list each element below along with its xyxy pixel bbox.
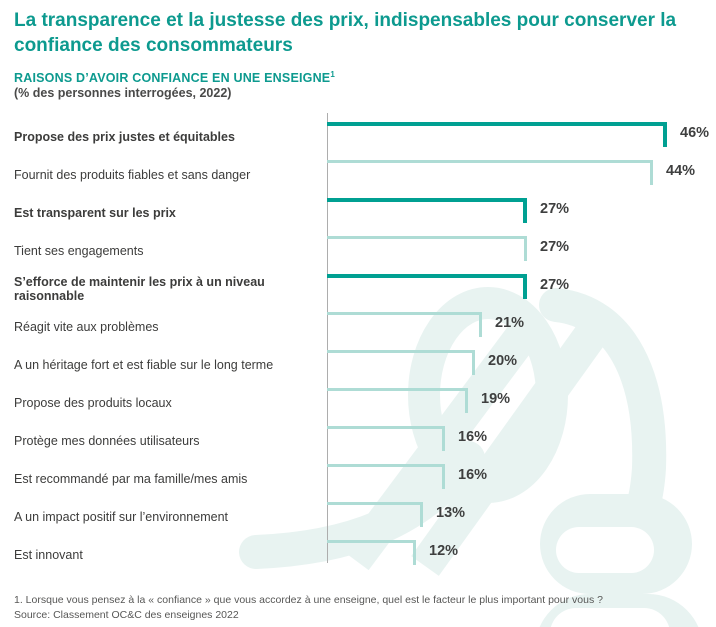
bar-value: 13% xyxy=(436,505,466,521)
bar-value: 21% xyxy=(495,315,525,331)
bar xyxy=(327,426,445,451)
bar-label: Est transparent sur les prix xyxy=(14,206,176,220)
bar-value: 19% xyxy=(481,391,511,407)
bar-value: 20% xyxy=(488,353,518,369)
y-axis xyxy=(327,113,328,563)
footnote: 1. Lorsque vous pensez à la « confiance … xyxy=(14,594,603,606)
bar-label: Propose des produits locaux xyxy=(14,396,172,410)
bar-value: 16% xyxy=(458,467,488,483)
bar xyxy=(327,464,445,489)
bar-value: 12% xyxy=(429,543,459,559)
bar xyxy=(327,350,475,375)
bar-value: 44% xyxy=(666,163,696,179)
bar xyxy=(327,122,667,147)
bar-label: Propose des prix justes et équitables xyxy=(14,130,235,144)
bar xyxy=(327,388,468,413)
bar-label: S’efforce de maintenir les prix à un niv… xyxy=(14,275,265,303)
bar xyxy=(327,540,416,565)
footnote-marker: 1 xyxy=(330,70,335,79)
bar-value: 27% xyxy=(540,239,570,255)
bar-value: 27% xyxy=(540,277,570,293)
bar xyxy=(327,274,527,299)
bar-label: Est recommandé par ma famille/mes amis xyxy=(14,472,248,486)
bar-label: A un héritage fort et est fiable sur le … xyxy=(14,358,274,372)
bar xyxy=(327,160,653,185)
source-line: Source: Classement OC&C des enseignes 20… xyxy=(14,609,239,621)
chart-heading: RAISONS D’AVOIR CONFIANCE EN UNE ENSEIGN… xyxy=(14,70,614,85)
bar xyxy=(327,312,482,337)
bar-label: Est innovant xyxy=(14,548,83,562)
bar xyxy=(327,198,527,223)
chart-subheading: (% des personnes interrogées, 2022) xyxy=(14,86,232,100)
bar-label: A un impact positif sur l’environnement xyxy=(14,510,228,524)
bar-value: 16% xyxy=(458,429,488,445)
bar-label: Protège mes données utilisateurs xyxy=(14,434,200,448)
bar-label: Réagit vite aux problèmes xyxy=(14,320,159,334)
bar-label: Fournit des produits fiables et sans dan… xyxy=(14,168,251,182)
chart-heading-text: RAISONS D’AVOIR CONFIANCE EN UNE ENSEIGN… xyxy=(14,71,331,86)
bar-label: Tient ses engagements xyxy=(14,244,144,258)
bar xyxy=(327,502,423,527)
page-title: La transparence et la justesse des prix,… xyxy=(14,10,677,56)
watermark-b-glyph xyxy=(539,494,699,627)
bar-value: 27% xyxy=(540,201,570,217)
bar-value: 46% xyxy=(680,125,710,141)
bar xyxy=(327,236,527,261)
